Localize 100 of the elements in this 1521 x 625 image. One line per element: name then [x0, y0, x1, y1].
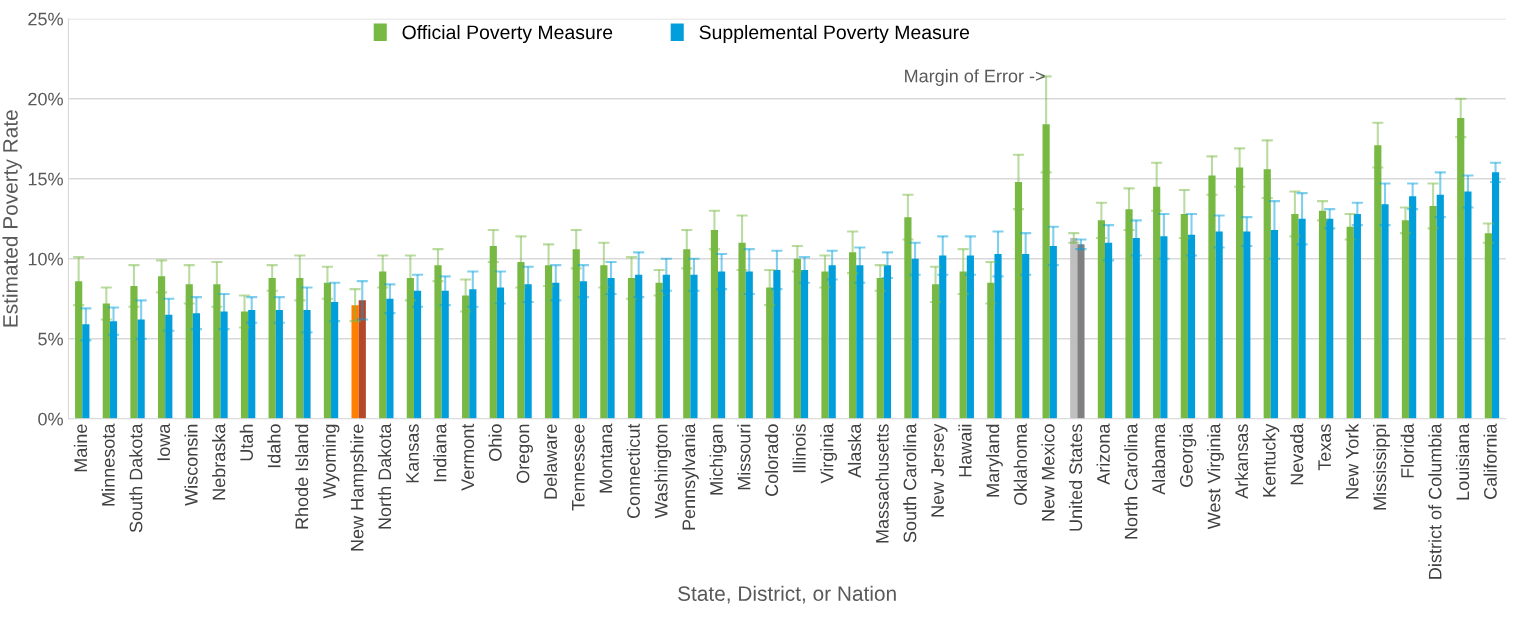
x-tick-label: Alaska: [847, 423, 862, 478]
y-tick-label: 15%: [28, 172, 63, 186]
bar: [994, 253, 1002, 419]
bar: [1097, 220, 1105, 419]
bar: [1409, 196, 1417, 419]
bar: [738, 242, 746, 419]
bar: [1326, 218, 1334, 419]
x-tick-label: Oregon: [516, 424, 533, 483]
x-tick-label: Michigan: [709, 424, 727, 495]
bar: [379, 271, 387, 419]
bar: [165, 314, 173, 419]
x-tick-label: Texas: [1318, 424, 1331, 471]
legend-label: Supplemental Poverty Measure: [699, 24, 970, 44]
bar: [1077, 244, 1085, 419]
bar: [109, 321, 118, 419]
bar: [1270, 229, 1279, 419]
bar: [856, 265, 864, 419]
y-tick-label: 5%: [38, 332, 63, 346]
x-tick-label: Maryland: [986, 424, 1003, 497]
bar: [904, 217, 912, 419]
x-tick-label: Kansas: [406, 424, 419, 483]
x-tick-label: Connecticut: [626, 423, 640, 519]
x-tick-label: Pennsylvania: [681, 423, 699, 530]
bar: [1464, 191, 1472, 419]
x-tick-label: Minnesota: [101, 423, 115, 506]
x-tick-label: Iowa: [157, 423, 171, 461]
bar: [185, 284, 193, 419]
bar: [1491, 172, 1500, 419]
bar: [876, 277, 884, 419]
x-tick-label: South Carolina: [903, 423, 917, 543]
bar: [1457, 117, 1465, 419]
bar: [220, 311, 228, 419]
x-tick-label: Idaho: [267, 424, 281, 468]
x-tick-label: New Mexico: [1041, 424, 1055, 521]
bar: [1104, 242, 1113, 419]
bar: [441, 290, 449, 419]
x-tick-label: New Jersey: [931, 423, 948, 517]
bar: [1160, 236, 1168, 419]
x-tick-label: Virginia: [820, 423, 837, 484]
bar: [1215, 231, 1223, 419]
bar: [1049, 245, 1057, 419]
y-tick-label: 25%: [28, 12, 63, 26]
bar: [268, 277, 276, 419]
x-tick-label: North Carolina: [1124, 423, 1138, 539]
x-tick-label: California: [1483, 423, 1497, 499]
bar: [323, 282, 332, 419]
x-tick-label: Montana: [599, 423, 613, 493]
bar: [462, 295, 470, 419]
bar: [1353, 213, 1361, 419]
bar: [524, 284, 532, 419]
x-tick-label: Mississippi: [1372, 424, 1390, 510]
bar: [75, 281, 83, 419]
bar: [102, 303, 110, 419]
x-tick-label: Louisiana: [1455, 423, 1470, 500]
bar: [690, 274, 698, 419]
bar: [82, 324, 90, 419]
bar: [489, 245, 497, 419]
x-tick-label: Missouri: [737, 424, 751, 490]
x-tick-label: Nebraska: [212, 423, 226, 500]
bar: [959, 271, 967, 419]
bar: [1429, 205, 1437, 419]
x-tick-label: Tennessee: [572, 424, 585, 511]
bar: [793, 258, 801, 419]
bar: [745, 271, 753, 419]
bar: [248, 309, 256, 419]
bar: [331, 301, 339, 419]
bar: [600, 265, 608, 419]
bar: [1125, 209, 1133, 419]
bar: [572, 249, 580, 419]
x-tick-label: Illinois: [792, 424, 806, 473]
bar: [1291, 213, 1299, 419]
x-tick-label: Alabama: [1151, 423, 1166, 495]
x-tick-label: Colorado: [764, 424, 779, 496]
bar: [635, 274, 643, 419]
bar: [911, 258, 919, 419]
bar: [296, 277, 304, 419]
bar: [275, 309, 283, 419]
bar: [137, 319, 145, 419]
x-tick-label: Arkansas: [1234, 424, 1249, 499]
bar: [1187, 234, 1196, 419]
x-tick-label: Rhode Island: [294, 424, 309, 529]
bar: [192, 313, 201, 419]
x-tick-label: West Virginia: [1207, 423, 1224, 530]
bar: [710, 229, 719, 419]
x-tick-label: South Dakota: [129, 423, 143, 533]
x-tick-label: Hawaii: [958, 424, 972, 477]
y-axis-title: Estimated Poverty Rate: [2, 110, 22, 327]
bar: [130, 285, 138, 419]
x-tick-label: Maine: [73, 424, 88, 472]
bar: [1014, 181, 1023, 419]
y-tick-label: 10%: [28, 252, 63, 266]
y-tick-label: 20%: [28, 92, 63, 106]
x-tick-label: Indiana: [433, 423, 447, 482]
bar: [800, 269, 809, 419]
x-tick-label: North Dakota: [377, 423, 392, 529]
bar: [213, 284, 221, 419]
bar: [1236, 167, 1244, 419]
bar: [1401, 220, 1410, 419]
x-tick-label: Wyoming: [322, 424, 340, 499]
bar: [1381, 204, 1389, 419]
